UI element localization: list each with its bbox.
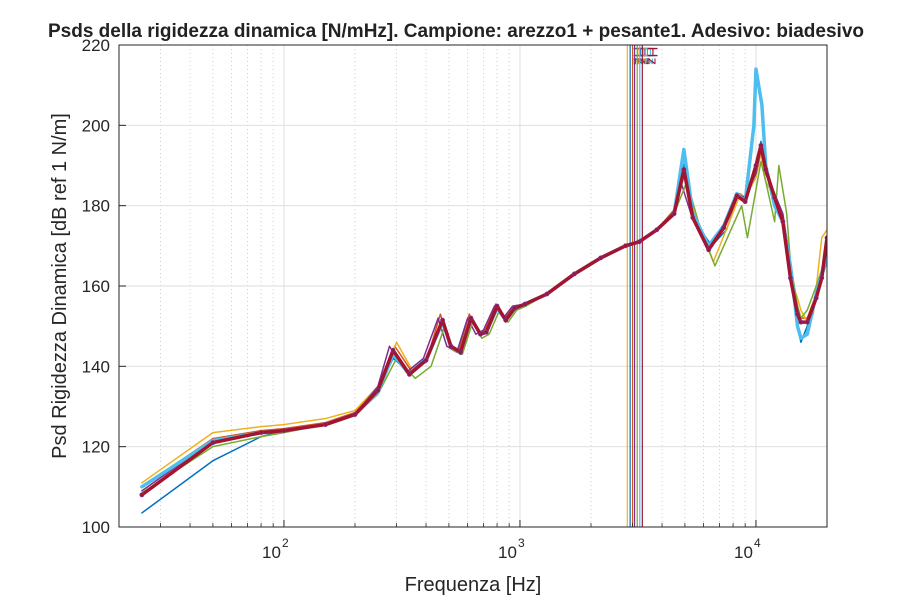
y-tick-label: 120 [82, 438, 110, 457]
series-point [742, 199, 748, 205]
series-point [352, 412, 358, 417]
x-tick-label: 10 [262, 543, 281, 562]
series-point [478, 331, 483, 337]
series-point [721, 225, 727, 231]
frequency-limit-lines: Limite in frequenza: 3000 HzLimite in fr… [626, 0, 660, 527]
y-tick-label: 100 [82, 518, 110, 537]
series-point [522, 301, 528, 307]
series-point [772, 195, 778, 201]
series-point [468, 315, 474, 321]
series-point [623, 243, 628, 249]
series-point [734, 193, 740, 199]
series-point [763, 167, 769, 172]
series-point [654, 227, 660, 233]
series-point [706, 247, 712, 253]
frequency-limit-label: Limite in frequenza: 3000 Hz [643, 0, 660, 65]
y-tick-label: 160 [82, 277, 110, 296]
series-point [390, 347, 396, 353]
series-point [406, 371, 412, 377]
series-point [139, 492, 145, 498]
series-point [681, 167, 687, 172]
data-series [139, 67, 827, 514]
series-point [440, 317, 445, 323]
series-point [458, 349, 463, 355]
x-tick-exponent: 3 [518, 536, 525, 550]
x-tick-label: 10 [734, 543, 753, 562]
series-point [671, 211, 677, 217]
series-point [323, 422, 328, 427]
x-tick-label: 10 [498, 543, 517, 562]
series-point [375, 388, 381, 393]
series-point [512, 305, 518, 311]
x-tick-exponent: 2 [282, 536, 289, 550]
chart-title: Psds della rigidezza dinamica [N/mHz]. C… [48, 21, 864, 42]
series-point [690, 215, 696, 221]
series-point [636, 239, 642, 245]
series-point [798, 319, 804, 325]
series-point [819, 275, 825, 281]
series-point [753, 163, 759, 168]
series-point [423, 357, 429, 363]
series-point [448, 343, 454, 349]
series-point [788, 275, 793, 281]
series-point [758, 143, 764, 148]
series-point [494, 303, 500, 309]
series-point [483, 329, 489, 335]
x-axis-label: Frequenza [Hz] [405, 574, 542, 596]
series-point [804, 319, 810, 325]
y-tick-label: 180 [82, 197, 110, 216]
series-point [210, 440, 216, 446]
series-point [598, 255, 604, 261]
series-7 [139, 143, 827, 498]
series-point [503, 317, 509, 323]
series-point [544, 291, 550, 297]
series-point [780, 219, 786, 225]
series-point [571, 271, 577, 277]
series-point [258, 430, 264, 436]
series-point [813, 295, 819, 301]
series-point [281, 428, 287, 434]
frequency-limit-label: Limite in frequenza: 3000 Hz [641, 0, 658, 65]
y-tick-label: 200 [82, 116, 110, 135]
y-axis-label: Psd Rigidezza Dinamica [dB ref 1 N/m] [49, 113, 71, 459]
x-tick-exponent: 4 [754, 536, 761, 550]
y-tick-label: 140 [82, 357, 110, 376]
y-tick-label: 220 [82, 36, 110, 55]
series-point [795, 311, 800, 317]
